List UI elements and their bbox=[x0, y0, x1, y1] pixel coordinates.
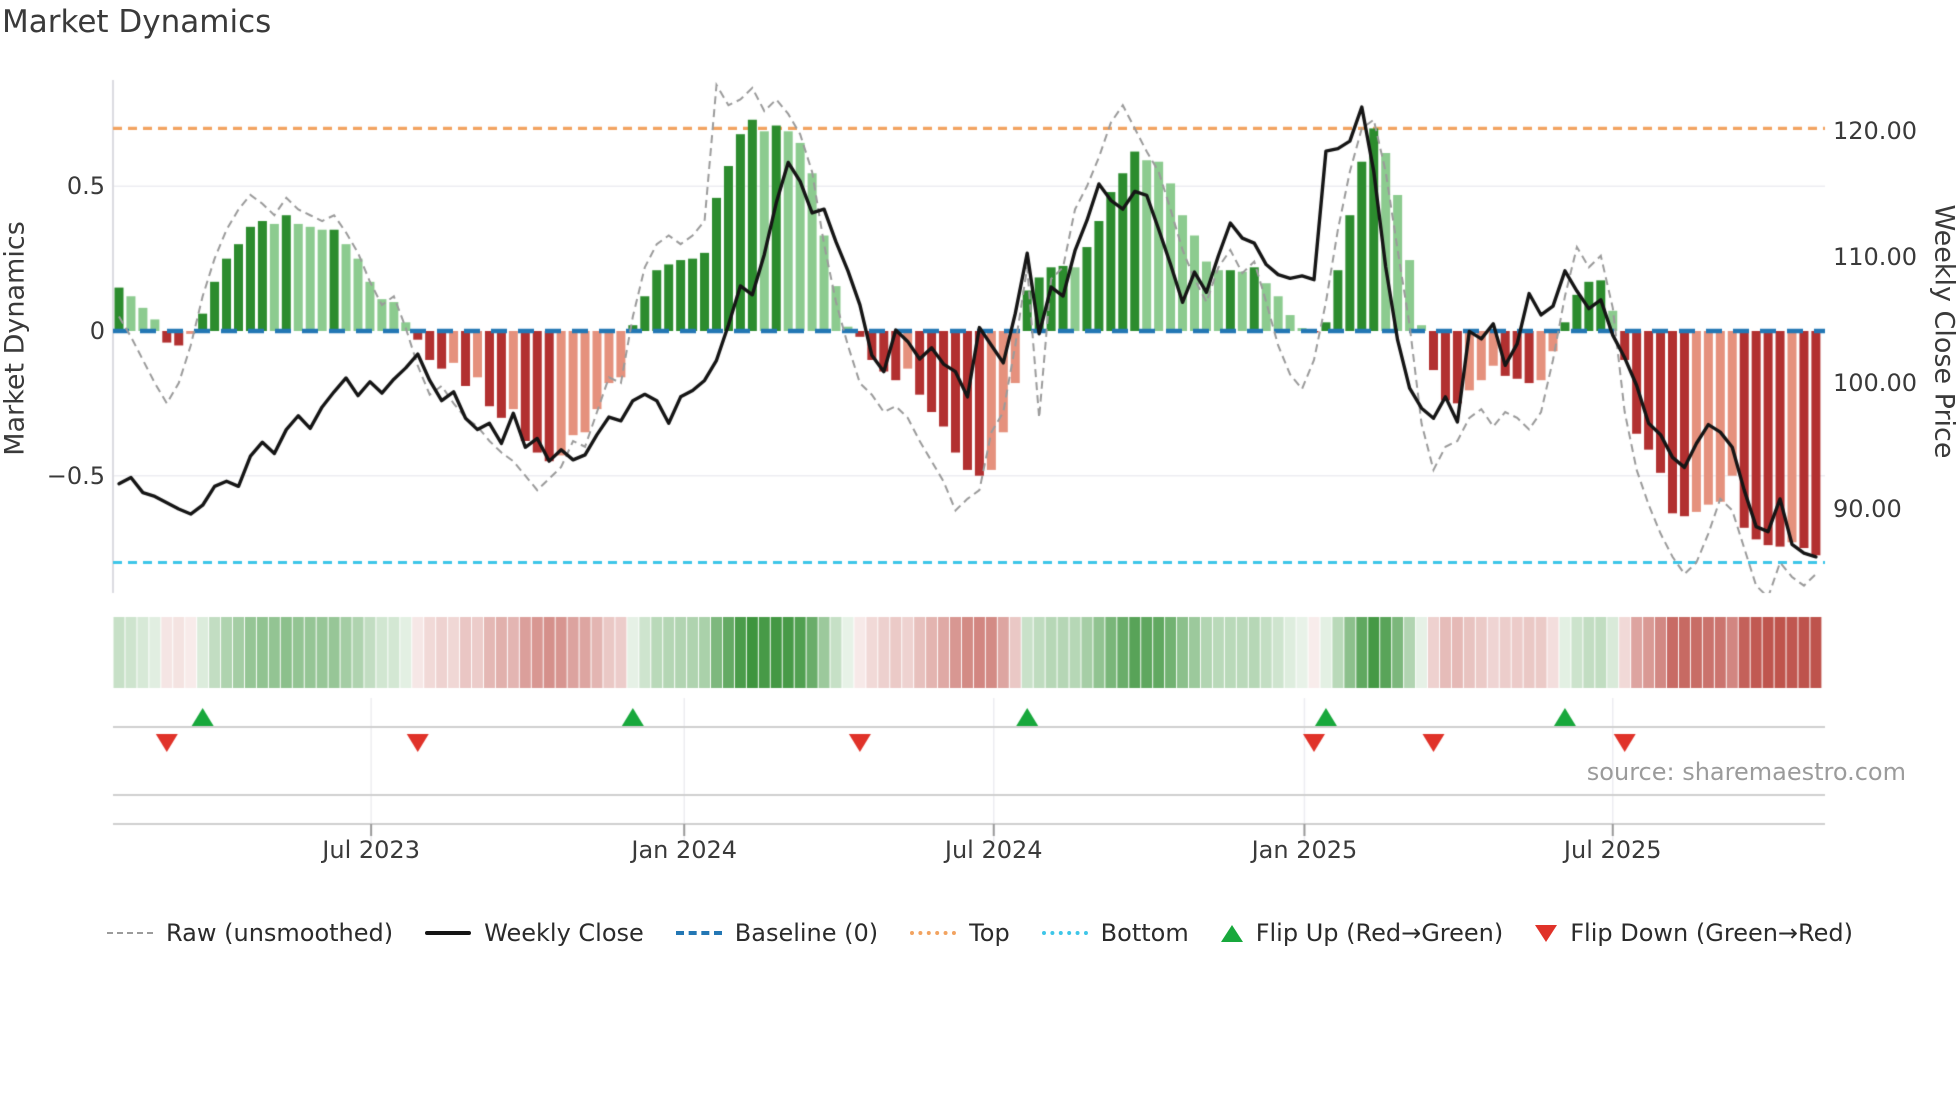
right-axis-title: Weekly Close Price bbox=[1928, 204, 1960, 459]
legend-label: Baseline (0) bbox=[734, 919, 879, 947]
legend-item-top: Top bbox=[910, 919, 1010, 947]
legend-label: Weekly Close bbox=[484, 919, 644, 947]
flip-up-swatch-icon bbox=[1220, 924, 1243, 942]
legend-item-flip-up: Flip Up (Red→Green) bbox=[1220, 919, 1504, 947]
legend-item-bottom: Bottom bbox=[1041, 919, 1189, 947]
right-tick-label: 90.00 bbox=[1833, 495, 1902, 523]
x-tick-label: Jul 2024 bbox=[944, 836, 1043, 864]
legend-label: Bottom bbox=[1100, 919, 1189, 947]
top-swatch-icon bbox=[910, 931, 957, 935]
legend-label: Flip Down (Green→Red) bbox=[1570, 919, 1853, 947]
legend-item-weekly-close: Weekly Close bbox=[425, 919, 644, 947]
right-tick-label: 120.00 bbox=[1833, 117, 1917, 145]
flip-down-swatch-icon bbox=[1535, 924, 1558, 942]
x-tick-label: Jan 2025 bbox=[1251, 836, 1358, 864]
right-tick-label: 100.00 bbox=[1833, 369, 1917, 397]
left-tick-label: 0 bbox=[89, 317, 105, 345]
legend-item-raw: Raw (unsmoothed) bbox=[107, 919, 393, 947]
x-tick-label: Jul 2025 bbox=[1563, 836, 1662, 864]
legend-label: Top bbox=[969, 919, 1010, 947]
chart-legend: Raw (unsmoothed) Weekly Close Baseline (0)… bbox=[0, 919, 1960, 947]
x-tick-label: Jul 2023 bbox=[322, 836, 420, 864]
left-tick-label: 0.5 bbox=[66, 172, 105, 201]
left-tick-label: −0.5 bbox=[46, 461, 105, 490]
baseline-swatch-icon bbox=[675, 931, 722, 935]
legend-item-flip-down: Flip Down (Green→Red) bbox=[1535, 919, 1853, 947]
page-title: Market Dynamics bbox=[2, 4, 272, 40]
legend-label: Flip Up (Red→Green) bbox=[1255, 919, 1504, 947]
raw-swatch-icon bbox=[107, 932, 153, 934]
source-note: source: sharemaestro.com bbox=[1586, 758, 1906, 786]
right-tick-label: 110.00 bbox=[1833, 243, 1917, 271]
legend-label: Raw (unsmoothed) bbox=[166, 919, 394, 947]
weekly-close-swatch-icon bbox=[425, 931, 472, 935]
bottom-swatch-icon bbox=[1041, 931, 1088, 935]
legend-item-baseline: Baseline (0) bbox=[675, 919, 879, 947]
x-tick-label: Jan 2024 bbox=[631, 836, 738, 864]
